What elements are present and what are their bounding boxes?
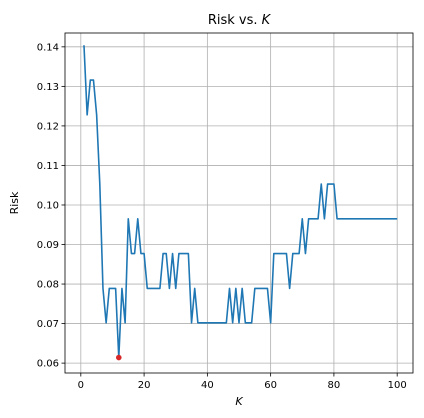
grid-lines (65, 33, 413, 373)
y-tick-label: 0.07 (37, 319, 59, 330)
risk-series-line (83, 45, 398, 359)
chart-title-var: K (262, 13, 272, 28)
x-tick-label: 60 (264, 380, 277, 391)
x-tick-label: 20 (138, 380, 151, 391)
y-tick-label: 0.10 (37, 200, 59, 211)
y-axis-label: Risk (8, 191, 21, 214)
plot-frame (64, 32, 414, 374)
x-tick-label: 80 (328, 380, 341, 391)
y-tick-label: 0.14 (37, 42, 59, 53)
chart-title-main: Risk vs. (208, 13, 262, 28)
y-tick-label: 0.13 (37, 82, 59, 93)
y-tick-label: 0.08 (37, 280, 59, 291)
x-axis-ticks: 0 20 40 60 80 100 (78, 373, 407, 391)
chart-title: Risk vs. K (208, 13, 272, 28)
x-tick-label: 0 (78, 380, 84, 391)
x-axis-label: K (235, 395, 243, 408)
minimum-risk-marker (115, 354, 122, 361)
y-tick-label: 0.09 (37, 240, 59, 251)
y-tick-label: 0.12 (37, 121, 59, 132)
y-axis-ticks: 0.06 0.07 0.08 0.09 0.10 0.11 0.12 0.13 0.14 (37, 42, 65, 370)
y-tick-label: 0.06 (37, 359, 59, 370)
x-tick-label: 100 (388, 380, 407, 391)
y-tick-label: 0.11 (37, 161, 59, 172)
x-tick-label: 40 (201, 380, 214, 391)
